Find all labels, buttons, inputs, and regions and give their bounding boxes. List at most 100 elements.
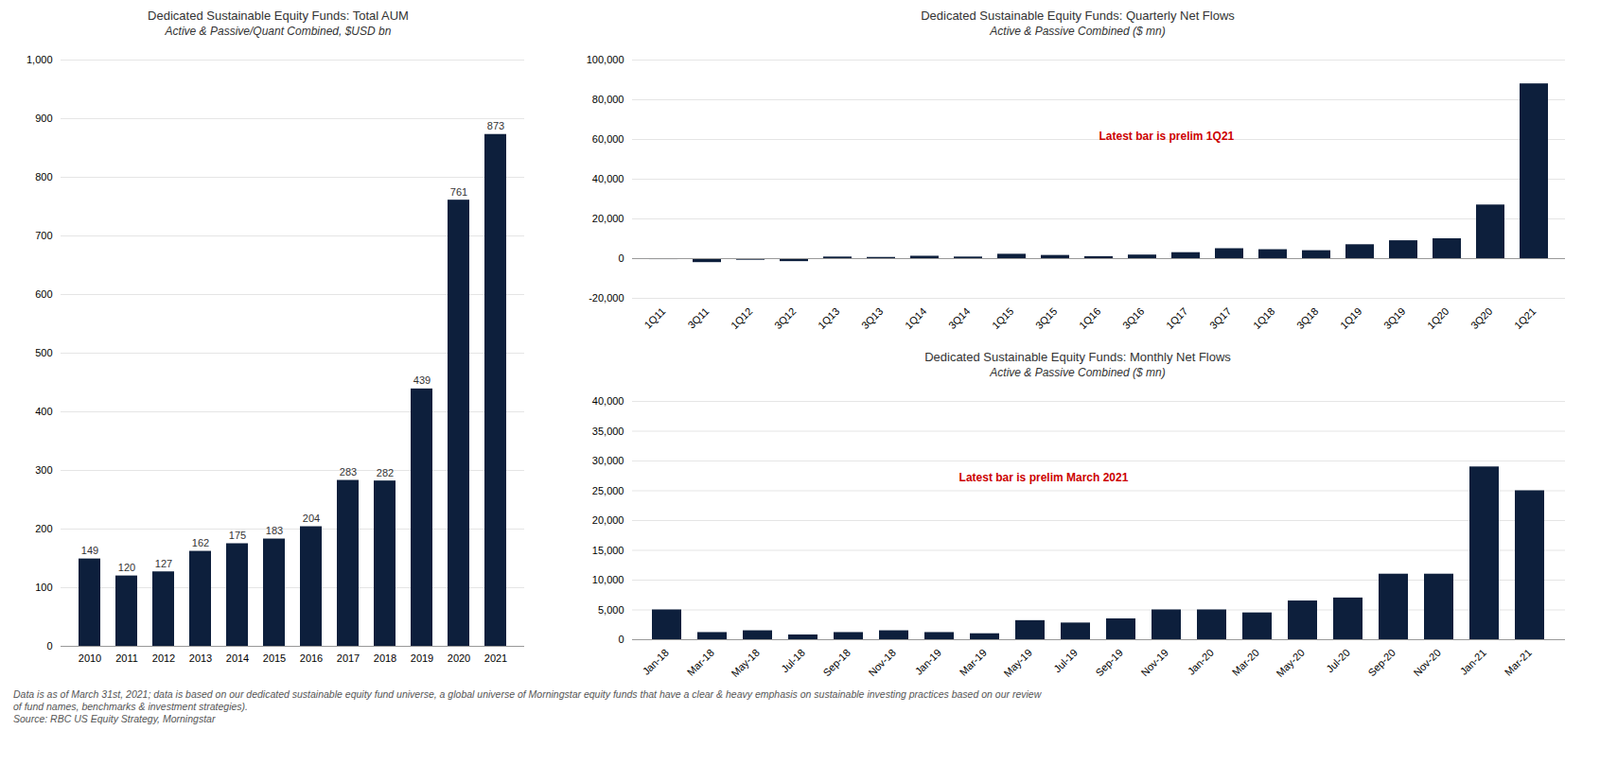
svg-text:439: 439 [413,374,431,387]
svg-text:3Q20: 3Q20 [1468,305,1495,333]
svg-text:162: 162 [192,537,210,549]
svg-text:2017: 2017 [336,652,360,665]
svg-text:May-18: May-18 [728,647,761,680]
svg-text:2010: 2010 [78,652,102,665]
svg-text:Sep-20: Sep-20 [1365,647,1398,680]
svg-text:Jan-20: Jan-20 [1185,647,1216,678]
svg-text:3Q13: 3Q13 [859,305,886,333]
svg-text:500: 500 [35,347,53,359]
svg-text:400: 400 [35,405,53,418]
html-text:Dedicated Sustainable Equity F: Dedicated Sustainable Equity Funds: Mont… [924,350,1231,365]
svg-text:Nov-20: Nov-20 [1410,647,1443,680]
svg-text:2019: 2019 [410,652,434,665]
svg-text:3Q11: 3Q11 [685,305,711,332]
svg-text:Mar-18: Mar-18 [685,647,717,679]
svg-text:10,000: 10,000 [592,574,625,586]
svg-text:2020: 2020 [447,652,471,665]
svg-text:May-19: May-19 [1001,647,1034,680]
svg-text:1Q19: 1Q19 [1337,305,1365,333]
svg-text:120: 120 [118,562,136,574]
svg-text:Mar-20: Mar-20 [1230,647,1262,679]
svg-text:200: 200 [35,523,53,535]
svg-text:80,000: 80,000 [592,93,625,106]
svg-text:149: 149 [81,545,99,557]
svg-text:Mar-19: Mar-19 [957,647,989,679]
svg-text:0: 0 [46,640,53,652]
svg-text:0: 0 [617,633,624,646]
svg-text:Jul-18: Jul-18 [778,647,808,676]
svg-text:20,000: 20,000 [592,212,625,225]
svg-text:2016: 2016 [299,652,323,665]
svg-text:3Q18: 3Q18 [1294,305,1321,333]
svg-text:1Q12: 1Q12 [728,305,756,333]
svg-text:20,000: 20,000 [592,514,625,527]
svg-text:1,000: 1,000 [26,53,53,66]
svg-text:Nov-19: Nov-19 [1138,647,1171,680]
svg-text:Jan-18: Jan-18 [640,647,671,678]
svg-text:1Q15: 1Q15 [989,305,1017,333]
svg-text:40,000: 40,000 [592,173,625,185]
svg-text:1Q20: 1Q20 [1424,305,1452,333]
svg-text:761: 761 [450,186,468,198]
svg-text:May-20: May-20 [1273,647,1306,680]
svg-text:100,000: 100,000 [586,53,625,66]
svg-text:Jul-19: Jul-19 [1051,647,1080,676]
svg-text:Latest bar is prelim March 202: Latest bar is prelim March 2021 [959,471,1129,485]
html-text:Dedicated Sustainable Equity F: Dedicated Sustainable Equity Funds: Tota… [147,8,409,23]
svg-text:300: 300 [35,464,53,476]
svg-text:40,000: 40,000 [592,395,625,407]
svg-text:2013: 2013 [189,652,212,665]
svg-text:700: 700 [35,229,53,242]
svg-text:35,000: 35,000 [592,425,625,438]
svg-text:Sep-19: Sep-19 [1092,647,1126,680]
html-text:Active & Passive Combined ($ m: Active & Passive Combined ($ mn) [989,24,1166,38]
svg-text:3Q16: 3Q16 [1120,305,1147,333]
svg-text:60,000: 60,000 [592,133,625,145]
svg-text:2012: 2012 [152,652,176,665]
svg-text:1Q21: 1Q21 [1512,305,1539,333]
svg-text:15,000: 15,000 [592,545,625,557]
svg-text:25,000: 25,000 [592,485,625,497]
svg-text:0: 0 [617,252,624,264]
svg-text:2018: 2018 [373,652,397,665]
svg-text:3Q15: 3Q15 [1033,305,1060,333]
svg-text:2021: 2021 [484,652,508,665]
svg-text:204: 204 [302,512,320,525]
svg-text:3Q19: 3Q19 [1381,305,1408,333]
svg-text:Latest bar is prelim 1Q21: Latest bar is prelim 1Q21 [1099,129,1235,143]
svg-text:Jul-20: Jul-20 [1323,647,1353,676]
svg-text:1Q17: 1Q17 [1163,305,1191,333]
svg-text:282: 282 [376,467,394,479]
svg-text:1Q14: 1Q14 [902,305,930,333]
svg-text:2014: 2014 [226,652,249,665]
svg-text:2015: 2015 [263,652,286,665]
svg-text:800: 800 [35,171,53,183]
svg-text:127: 127 [155,558,173,570]
svg-text:900: 900 [35,112,53,124]
svg-text:600: 600 [35,288,53,300]
svg-text:1Q13: 1Q13 [815,305,843,333]
svg-text:3Q12: 3Q12 [772,305,799,333]
svg-text:3Q14: 3Q14 [946,305,973,333]
svg-text:Jan-21: Jan-21 [1458,647,1489,678]
svg-text:873: 873 [487,120,505,132]
svg-text:-20,000: -20,000 [588,292,624,304]
svg-text:Mar-21: Mar-21 [1502,647,1534,679]
html-text:Dedicated Sustainable Equity F: Dedicated Sustainable Equity Funds: Quar… [920,8,1235,23]
svg-text:Jan-19: Jan-19 [913,647,944,678]
svg-text:Nov-18: Nov-18 [865,647,898,680]
svg-text:3Q17: 3Q17 [1207,305,1234,333]
svg-text:2011: 2011 [115,652,139,665]
html-text:Active & Passive Combined ($ m: Active & Passive Combined ($ mn) [989,366,1166,380]
svg-text:1Q11: 1Q11 [641,305,668,332]
svg-text:175: 175 [228,529,247,542]
svg-text:1Q16: 1Q16 [1076,305,1104,333]
svg-text:Sep-18: Sep-18 [820,647,853,680]
svg-text:1Q18: 1Q18 [1250,305,1278,333]
html-text:Active & Passive/Quant Combine: Active & Passive/Quant Combined, $USD bn [165,24,392,38]
svg-text:183: 183 [265,525,283,537]
svg-text:30,000: 30,000 [592,455,625,467]
svg-text:283: 283 [339,466,357,478]
svg-text:100: 100 [35,581,53,594]
svg-text:5,000: 5,000 [597,604,625,616]
